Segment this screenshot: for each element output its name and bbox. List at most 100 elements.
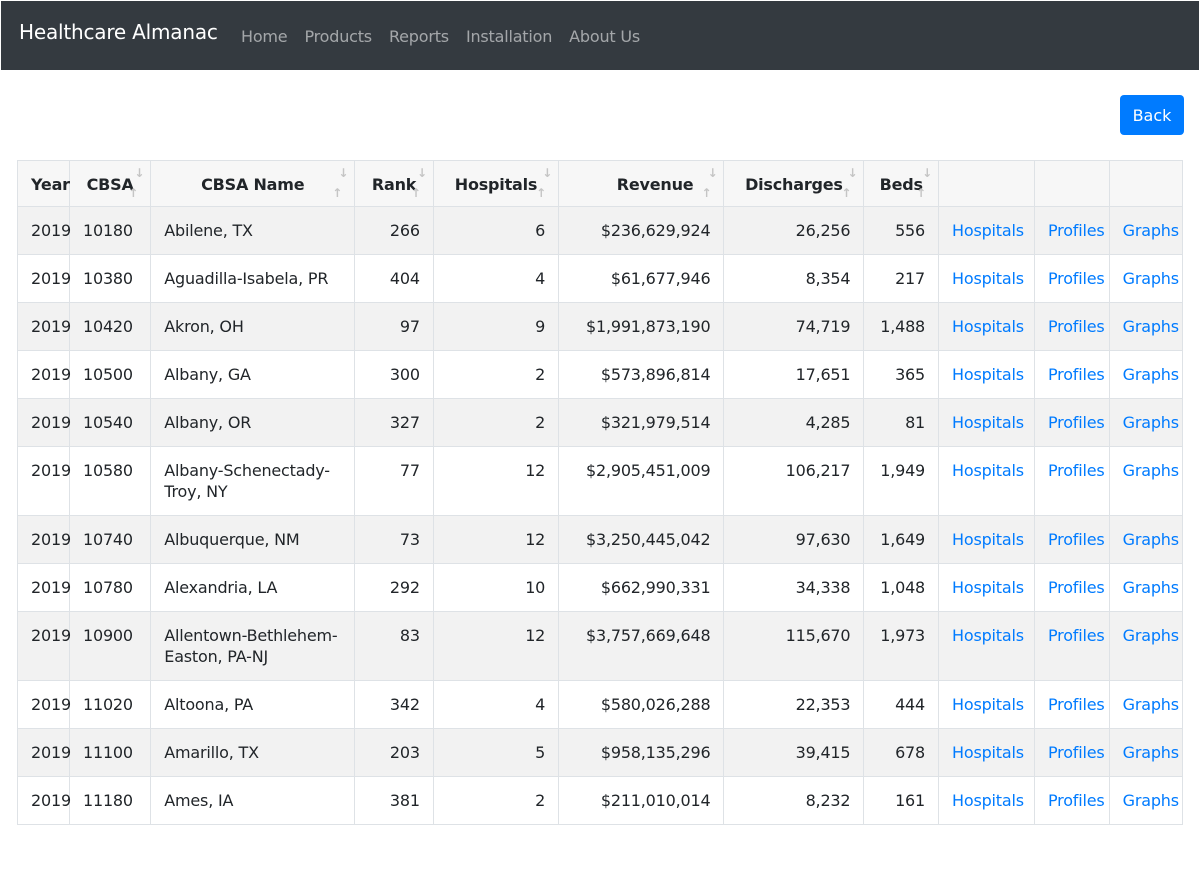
profiles-link[interactable]: Profiles — [1048, 530, 1105, 549]
cell-rank: 73 — [354, 515, 434, 564]
header-cbsa-name[interactable]: CBSA Name ↓ ↑ — [150, 160, 356, 207]
nav-links: Home Products Reports Installation About… — [241, 27, 657, 46]
cell-hospitals-link: Hospitals — [938, 728, 1035, 777]
graphs-link[interactable]: Graphs — [1122, 695, 1179, 714]
cell-rank: 404 — [354, 254, 434, 303]
cell-cbsa-name: Ames, IA — [150, 776, 356, 825]
cell-discharges: 74,719 — [723, 302, 865, 351]
graphs-link[interactable]: Graphs — [1122, 578, 1179, 597]
cell-beds: 81 — [863, 398, 940, 447]
cell-graphs-link: Graphs — [1108, 206, 1184, 255]
hospitals-link[interactable]: Hospitals — [952, 413, 1024, 432]
cell-cbsa: 10500 — [68, 350, 152, 399]
hospitals-link[interactable]: Hospitals — [952, 695, 1024, 714]
cell-cbsa: 10780 — [68, 563, 152, 612]
table-row: 2019 10580 Albany-Schenectady-Troy, NY 77 12… — [17, 446, 1184, 516]
cell-rank: 342 — [354, 680, 434, 729]
cell-discharges: 97,630 — [723, 515, 865, 564]
graphs-link[interactable]: Graphs — [1122, 743, 1179, 762]
cell-revenue: $958,135,296 — [558, 728, 725, 777]
hospitals-link[interactable]: Hospitals — [952, 221, 1024, 240]
cell-cbsa: 11020 — [68, 680, 152, 729]
graphs-link[interactable]: Graphs — [1122, 317, 1179, 336]
hospitals-link[interactable]: Hospitals — [952, 461, 1024, 480]
hospitals-link[interactable]: Hospitals — [952, 269, 1024, 288]
cell-revenue: $662,990,331 — [558, 563, 725, 612]
hospitals-link[interactable]: Hospitals — [952, 530, 1024, 549]
nav-about-us[interactable]: About Us — [569, 27, 640, 46]
cell-revenue: $2,905,451,009 — [558, 446, 725, 516]
table-row: 2019 11180 Ames, IA 381 2 $211,010,014 8,232 16… — [17, 776, 1184, 825]
back-button[interactable]: Back — [1120, 95, 1184, 135]
graphs-link[interactable]: Graphs — [1122, 461, 1179, 480]
nav-installation[interactable]: Installation — [465, 27, 553, 46]
hospitals-link[interactable]: Hospitals — [952, 365, 1024, 384]
cell-profiles-link: Profiles — [1034, 398, 1110, 447]
profiles-link[interactable]: Profiles — [1048, 791, 1105, 810]
cell-beds: 1,649 — [863, 515, 940, 564]
cell-rank: 300 — [354, 350, 434, 399]
cell-discharges: 4,285 — [723, 398, 865, 447]
cell-graphs-link: Graphs — [1108, 254, 1184, 303]
cell-year: 2019 — [17, 680, 71, 729]
cell-cbsa-name: Altoona, PA — [150, 680, 356, 729]
sort-icon: ↓ ↑ — [536, 166, 553, 200]
cell-hospitals: 6 — [432, 206, 560, 255]
profiles-link[interactable]: Profiles — [1048, 317, 1105, 336]
cell-hospitals-link: Hospitals — [938, 350, 1035, 399]
hospitals-link[interactable]: Hospitals — [952, 626, 1024, 645]
profiles-link[interactable]: Profiles — [1048, 461, 1105, 480]
cell-cbsa: 11100 — [68, 728, 152, 777]
hospitals-link[interactable]: Hospitals — [952, 791, 1024, 810]
cell-cbsa: 10740 — [68, 515, 152, 564]
header-revenue[interactable]: Revenue ↓ ↑ — [558, 160, 725, 207]
hospitals-link[interactable]: Hospitals — [952, 743, 1024, 762]
nav-reports[interactable]: Reports — [388, 27, 449, 46]
cell-cbsa: 10420 — [68, 302, 152, 351]
profiles-link[interactable]: Profiles — [1048, 269, 1105, 288]
cell-year: 2019 — [17, 302, 71, 351]
graphs-link[interactable]: Graphs — [1122, 791, 1179, 810]
hospitals-link[interactable]: Hospitals — [952, 578, 1024, 597]
profiles-link[interactable]: Profiles — [1048, 578, 1105, 597]
cell-hospitals-link: Hospitals — [938, 446, 1035, 516]
header-hospitals[interactable]: Hospitals ↓ ↑ — [432, 160, 560, 207]
cell-hospitals: 5 — [432, 728, 560, 777]
header-rank[interactable]: Rank ↓ ↑ — [354, 160, 434, 207]
graphs-link[interactable]: Graphs — [1122, 221, 1179, 240]
nav-home[interactable]: Home — [241, 27, 288, 46]
header-discharges[interactable]: Discharges ↓ ↑ — [723, 160, 865, 207]
profiles-link[interactable]: Profiles — [1048, 626, 1105, 645]
cell-revenue: $3,250,445,042 — [558, 515, 725, 564]
cell-cbsa-name: Albuquerque, NM — [150, 515, 356, 564]
cell-discharges: 26,256 — [723, 206, 865, 255]
profiles-link[interactable]: Profiles — [1048, 413, 1105, 432]
cell-beds: 1,973 — [863, 611, 940, 681]
cell-hospitals: 9 — [432, 302, 560, 351]
profiles-link[interactable]: Profiles — [1048, 221, 1105, 240]
nav-products[interactable]: Products — [304, 27, 372, 46]
cell-hospitals: 12 — [432, 611, 560, 681]
cell-year: 2019 — [17, 206, 71, 255]
graphs-link[interactable]: Graphs — [1122, 365, 1179, 384]
graphs-link[interactable]: Graphs — [1122, 530, 1179, 549]
profiles-link[interactable]: Profiles — [1048, 695, 1105, 714]
cell-graphs-link: Graphs — [1108, 563, 1184, 612]
graphs-link[interactable]: Graphs — [1122, 626, 1179, 645]
cell-cbsa: 10540 — [68, 398, 152, 447]
cell-graphs-link: Graphs — [1108, 680, 1184, 729]
navbar-brand[interactable]: Healthcare Almanac — [19, 20, 218, 44]
profiles-link[interactable]: Profiles — [1048, 743, 1105, 762]
hospitals-link[interactable]: Hospitals — [952, 317, 1024, 336]
header-beds[interactable]: Beds ↓ ↑ — [863, 160, 940, 207]
header-graphs-link — [1108, 160, 1184, 207]
profiles-link[interactable]: Profiles — [1048, 365, 1105, 384]
header-hospitals-label: Hospitals — [454, 175, 538, 194]
graphs-link[interactable]: Graphs — [1122, 269, 1179, 288]
graphs-link[interactable]: Graphs — [1122, 413, 1179, 432]
cell-year: 2019 — [17, 776, 71, 825]
cell-cbsa: 10180 — [68, 206, 152, 255]
cell-year: 2019 — [17, 446, 71, 516]
header-cbsa[interactable]: CBSA ↓ ↑ — [68, 160, 152, 207]
table-row: 2019 10420 Akron, OH 97 9 $1,991,873,190 74,71… — [17, 302, 1184, 351]
